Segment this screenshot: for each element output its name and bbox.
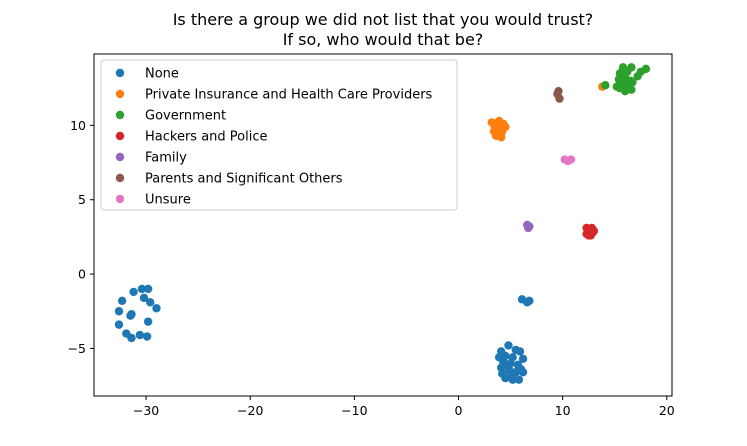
points-layer [114, 63, 651, 384]
data-point [142, 332, 152, 341]
x-tick-label: −20 [237, 403, 263, 418]
data-point [589, 226, 599, 236]
series-3 [582, 223, 599, 240]
legend-marker [115, 152, 125, 162]
data-point [126, 311, 135, 320]
legend-marker [115, 131, 125, 141]
x-axis: −30 −20 −10 0 10 20 [133, 396, 675, 418]
data-point [139, 293, 149, 303]
data-point [518, 368, 528, 377]
data-point [518, 354, 528, 364]
data-point [555, 94, 564, 103]
series-2 [601, 63, 651, 96]
legend-marker [115, 89, 125, 99]
y-tick-label: −5 [68, 341, 86, 356]
data-point [137, 284, 147, 294]
legend-marker [115, 194, 125, 204]
data-point [501, 373, 510, 383]
legend-label: Unsure [145, 193, 191, 208]
legend-label: Private Insurance and Health Care Provid… [145, 88, 433, 103]
data-point [127, 333, 136, 343]
series-1 [487, 82, 607, 142]
data-point [152, 304, 161, 313]
data-point [627, 85, 636, 94]
legend-label: Government [145, 109, 226, 124]
x-tick-label: −10 [341, 403, 367, 418]
data-point [524, 223, 533, 233]
data-point [601, 81, 610, 90]
legend-label: Family [145, 151, 187, 166]
series-4 [523, 220, 534, 233]
data-point [146, 298, 155, 307]
data-point [515, 347, 525, 356]
data-point [612, 82, 621, 91]
series-5 [553, 86, 564, 103]
data-point [628, 78, 637, 87]
chart-title-line-2: If so, who would that be? [283, 30, 484, 49]
data-point [633, 72, 642, 81]
data-point [114, 307, 124, 316]
data-point [619, 66, 629, 75]
x-tick-label: −30 [133, 403, 159, 418]
y-axis: −5 0 5 10 [68, 118, 94, 356]
legend-marker [115, 110, 125, 120]
chart-title: Is there a group we did not list that yo… [173, 10, 594, 49]
legend-marker [115, 173, 125, 183]
data-point [135, 330, 145, 340]
data-point [525, 296, 534, 306]
legend: None Private Insurance and Health Care Pr… [100, 59, 458, 211]
data-point [514, 375, 524, 384]
legend-box [100, 59, 458, 211]
data-point [563, 156, 573, 166]
data-point [114, 320, 124, 329]
y-tick-label: 10 [70, 118, 86, 133]
y-tick-label: 5 [78, 192, 86, 207]
data-point [117, 296, 127, 306]
data-point [511, 368, 520, 377]
data-point [641, 64, 651, 74]
data-point [129, 287, 138, 297]
data-point [143, 284, 153, 294]
series-0 [114, 284, 534, 384]
data-point [143, 317, 153, 326]
x-tick-label: 20 [659, 403, 675, 418]
x-tick-label: 10 [555, 403, 571, 418]
series-6 [560, 155, 576, 166]
data-point [494, 130, 504, 139]
plot-area-frame [93, 53, 673, 397]
data-point [504, 341, 513, 350]
legend-label: Hackers and Police [145, 130, 268, 145]
chart-title-line-1: Is there a group we did not list that yo… [173, 10, 594, 29]
legend-marker [115, 68, 125, 78]
legend-label: None [145, 67, 179, 82]
x-tick-label: 0 [455, 403, 463, 418]
legend-label: Parents and Significant Others [145, 172, 343, 187]
data-point [508, 375, 517, 384]
y-tick-label: 0 [78, 267, 86, 282]
